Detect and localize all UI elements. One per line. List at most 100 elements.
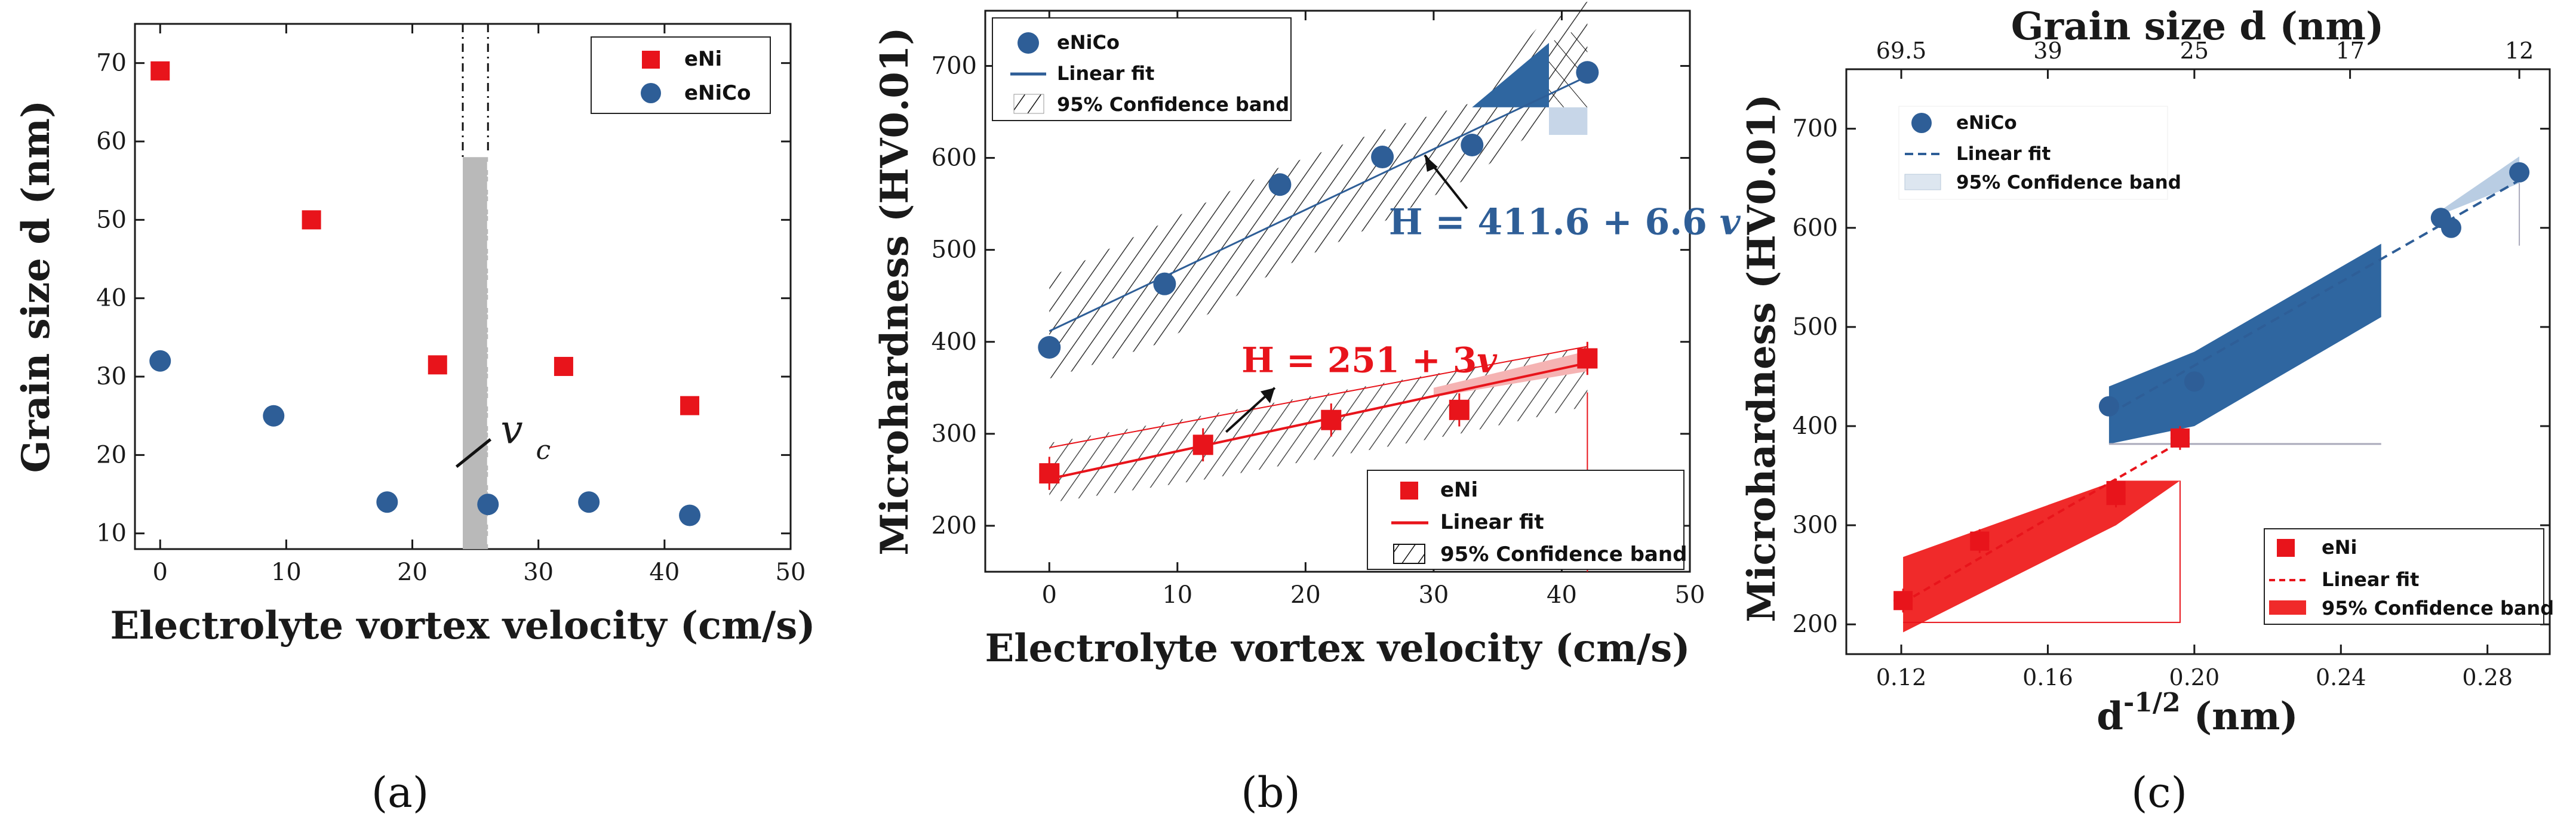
enico-point	[2098, 396, 2119, 417]
legend-band-label: 95% Confidence band	[1440, 543, 1687, 566]
x-axis-label-sup: -1/2	[2123, 688, 2181, 718]
enico-equation: H = 411.6 + 6.6 v	[1389, 201, 1741, 243]
legend-enico-marker	[641, 83, 661, 103]
legend-enico-marker	[1018, 32, 1039, 54]
enico-band-light	[1549, 107, 1588, 135]
x-tick-label: 10	[271, 559, 302, 586]
legend-c-eni: eNi Linear fit 95% Confidence band	[2264, 528, 2554, 625]
y-tick-label: 10	[96, 520, 127, 547]
legend-band-label: 95% Confidence band	[1956, 172, 2181, 193]
enico-band-solid	[1472, 42, 1549, 107]
annotation-vc-sub: c	[536, 435, 551, 466]
eni-band-upper	[1049, 346, 1588, 448]
y-tick-label: 60	[96, 128, 127, 155]
eni-point	[2170, 428, 2190, 448]
legend-fit-label: Linear fit	[1057, 62, 1154, 85]
x-axis-label: d-1/2 (nm)	[2097, 688, 2298, 739]
y-tick-label: 700	[932, 52, 977, 79]
enico-point	[376, 491, 398, 513]
y-tick-label: 300	[1793, 511, 1838, 539]
critical-velocity-band	[463, 157, 488, 549]
x-tick-label: 0.20	[2169, 664, 2220, 691]
eni-point	[1039, 463, 1060, 484]
legend-eni-label: eNi	[684, 47, 722, 71]
eni-band-light	[1433, 351, 1588, 397]
eni-point	[150, 61, 170, 81]
enico-point	[1461, 133, 1484, 156]
legend-box	[2264, 528, 2544, 625]
enico-band-light	[2432, 156, 2520, 218]
x-axis-label: Electrolyte vortex velocity (cm/s)	[110, 603, 816, 648]
y-tick-label: 20	[96, 441, 127, 469]
top-tick-label: 69.5	[1876, 38, 1927, 64]
eq-arrowhead-ni	[1260, 387, 1275, 403]
legend-eni-label: eNi	[2322, 536, 2357, 559]
y-tick-label: 200	[932, 512, 977, 540]
legend-enico-marker	[1911, 113, 1932, 133]
enico-point	[149, 350, 171, 372]
legend-fit-label: Linear fit	[1956, 143, 2051, 165]
x-tick-label: 40	[649, 559, 680, 586]
x-axis-label-base: d	[2097, 694, 2123, 739]
enico-point	[2440, 217, 2461, 238]
x-tick-label: 0.12	[1876, 664, 1927, 691]
top-tick-label: 39	[2033, 38, 2062, 64]
eni-point	[1893, 591, 1913, 611]
chart-a: 0 10 20 30 40 50 10 20 30 40 50 60 70 v c eNi eNiCo Elect…	[14, 23, 816, 817]
enico-point	[1371, 146, 1394, 169]
x-tick-label: 20	[1290, 581, 1321, 609]
y-tick-label: 50	[96, 206, 127, 233]
chart-c: 0.12 0.16 0.20 0.24 0.28 200 300 400 500 600 700 69…	[1739, 4, 2554, 817]
panel-label-c: (c)	[2131, 768, 2187, 817]
legend-eni-marker	[642, 51, 660, 69]
enico-confidence-band	[2108, 244, 2381, 444]
plot-frame	[1845, 68, 2551, 655]
x-axis-label: Electrolyte vortex velocity (cm/s)	[985, 626, 1690, 671]
enico-fit-line	[2108, 179, 2520, 415]
x-tick-label: 0.24	[2316, 664, 2366, 691]
legend-a: eNi eNiCo	[591, 36, 771, 114]
x-tick-label: 10	[1162, 581, 1192, 609]
eni-point	[1449, 399, 1470, 420]
top-tick-label: 12	[2505, 38, 2534, 64]
enico-point	[578, 491, 600, 513]
x-axis-label-unit: (nm)	[2181, 694, 2298, 739]
y-tick-label: 500	[1793, 313, 1838, 341]
enico-point	[2184, 371, 2205, 392]
enico-point	[1153, 272, 1176, 295]
eni-fit-line	[1902, 440, 2181, 604]
legend-b-enico: eNiCo Linear fit 95% Confidence band	[992, 17, 1292, 121]
legend-band-label: 95% Confidence band	[1057, 93, 1289, 116]
enico-point	[1038, 336, 1061, 359]
x-tick-label: 50	[1675, 581, 1705, 609]
legend-fit-label: Linear fit	[1440, 510, 1544, 534]
legend-band-swatch	[2269, 600, 2306, 615]
y-axis-label: Grain size d (nm)	[14, 100, 59, 473]
x-tick-label: 50	[776, 559, 806, 586]
legend-b-eni: eNi Linear fit 95% Confidence band	[1367, 470, 1687, 570]
enico-point	[263, 405, 285, 427]
y-tick-label: 30	[96, 363, 127, 390]
y-tick-label: 700	[1793, 115, 1838, 143]
legend-fit-label: Linear fit	[2322, 568, 2419, 591]
top-tick-label: 17	[2335, 38, 2364, 64]
legend-eni-label: eNi	[1440, 478, 1478, 502]
enico-point	[679, 504, 701, 526]
y-axis-label: Microhardness (HV0.01)	[1739, 94, 1784, 622]
x-tick-label: 0	[1042, 581, 1057, 609]
legend-box	[591, 36, 771, 114]
legend-enico-label: eNiCo	[684, 81, 751, 105]
y-tick-label: 200	[1793, 611, 1838, 638]
legend-box	[1898, 106, 2168, 200]
x-tick-label: 0.16	[2022, 664, 2073, 691]
x-tick-label: 30	[523, 559, 554, 586]
annotation-arrow	[455, 438, 492, 469]
eni-point	[1321, 409, 1342, 430]
legend-c-enico: eNiCo Linear fit 95% Confidence band	[1898, 106, 2181, 200]
enico-point	[1576, 61, 1599, 84]
eni-point	[428, 355, 447, 375]
enico-equation-main: H = 411.6 + 6.6	[1389, 201, 1720, 243]
legend-eni-marker	[1400, 482, 1418, 500]
x-tick-label: 20	[397, 559, 428, 586]
